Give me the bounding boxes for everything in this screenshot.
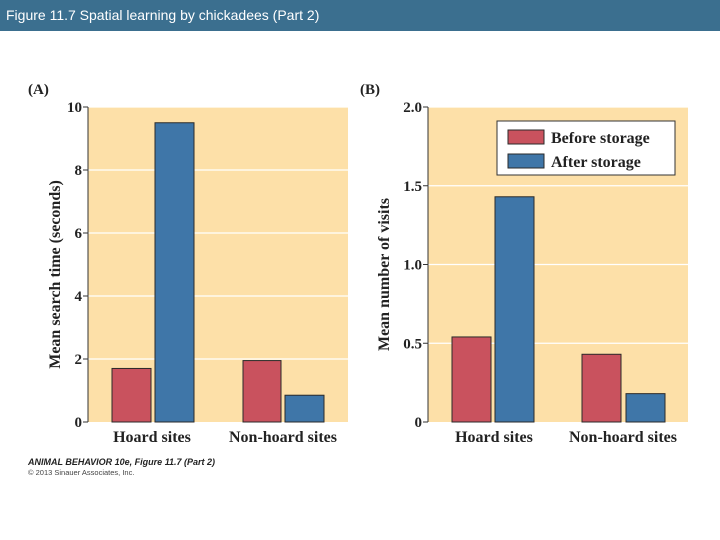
y-axis-label: Mean number of visits <box>376 198 393 351</box>
y-tick-label: 2.0 <box>403 100 422 116</box>
x-category-label: Non-hoard sites <box>229 429 337 446</box>
legend-label: Before storage <box>551 130 650 147</box>
bar <box>111 367 152 423</box>
credit-title: ANIMAL BEHAVIOR 10e, Figure 11.7 (Part 2… <box>28 457 216 467</box>
y-tick-label: 0 <box>75 415 83 431</box>
bar <box>154 122 195 423</box>
bar <box>284 394 325 423</box>
legend-label: After storage <box>551 154 641 171</box>
y-axis-label: Mean search time (seconds) <box>47 180 64 369</box>
bar <box>494 196 535 423</box>
legend-swatch <box>507 153 545 169</box>
title-bar: Figure 11.7 Spatial learning by chickade… <box>0 0 720 31</box>
bar <box>242 360 282 423</box>
bar <box>581 353 622 423</box>
y-tick-label: 8 <box>75 163 83 179</box>
y-tick-label: 10 <box>67 100 82 116</box>
y-tick-label: 0.5 <box>403 336 422 352</box>
y-tick-label: 1.0 <box>403 258 422 274</box>
panel-label: (B) <box>360 82 380 98</box>
y-tick-label: 2 <box>75 352 83 368</box>
y-tick-label: 6 <box>75 226 83 242</box>
y-tick-label: 1.5 <box>403 179 422 195</box>
x-category-label: Hoard sites <box>455 429 533 446</box>
y-tick-label: 0 <box>415 415 423 431</box>
bar <box>451 336 492 423</box>
legend-swatch <box>507 129 545 145</box>
x-category-label: Hoard sites <box>113 429 191 446</box>
x-category-label: Non-hoard sites <box>569 429 677 446</box>
bar <box>625 393 666 423</box>
credit-copyright: © 2013 Sinauer Associates, Inc. <box>28 468 135 477</box>
slide-title: Figure 11.7 Spatial learning by chickade… <box>6 7 320 23</box>
figure-credit: ANIMAL BEHAVIOR 10e, Figure 11.7 (Part 2… <box>28 457 215 477</box>
panel-label: (A) <box>28 82 49 98</box>
y-tick-label: 4 <box>75 289 83 305</box>
